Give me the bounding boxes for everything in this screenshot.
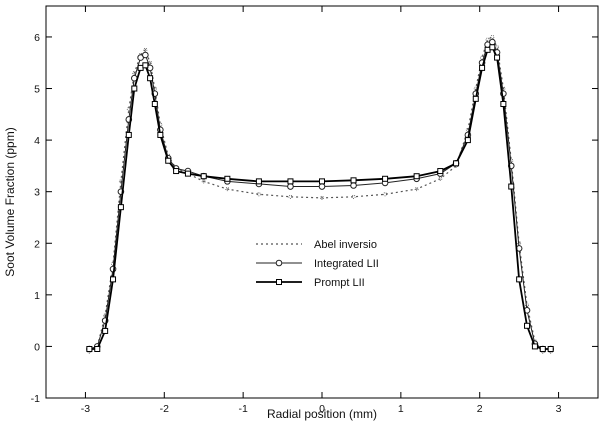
data-point [288,194,293,199]
data-point [350,182,357,189]
data-point [500,101,507,107]
series-line [89,41,551,350]
data-point [414,187,419,192]
data-point [319,178,325,185]
data-point [319,195,324,200]
y-tick-label: 5 [34,84,40,96]
data-point [86,346,93,352]
y-tick-label: 1 [34,290,40,302]
data-point [508,183,515,190]
data-point [383,192,388,197]
data-point [224,175,231,182]
data-point [200,173,207,180]
data-point [152,86,157,91]
x-tick-label: 0 [319,403,325,415]
data-point [184,170,191,177]
data-point [479,64,486,71]
data-point [142,51,149,59]
data-point [102,327,109,334]
data-point [173,168,180,175]
data-point [131,85,138,92]
data-point [547,346,554,352]
data-point [225,187,230,192]
data-point [485,37,490,42]
data-point [350,177,357,184]
data-point [201,179,206,184]
data-point [110,276,117,283]
data-point [489,38,496,46]
y-tick-label: 4 [34,135,40,147]
data-point [489,44,496,51]
data-point [490,34,495,39]
data-point [472,95,479,102]
legend: Abel inversio Integrated LII Prompt LII [256,239,379,289]
data-point [318,183,326,190]
x-axis-label: Radial position (mm) [267,407,377,421]
data-point [165,157,172,164]
data-point [516,276,523,283]
x-tick-label: -2 [160,403,169,415]
legend-label: Abel inversio [314,239,377,251]
series-square [86,44,554,352]
data-point [437,168,444,175]
data-point [287,183,294,190]
data-point [151,101,158,107]
series-dotted [87,34,553,354]
y-axis-ticks: -1 0 1 2 3 4 5 6 [31,32,598,405]
data-point [125,131,132,138]
x-tick-label: 2 [477,403,483,415]
data-point [494,54,501,61]
data-point [531,343,538,350]
data-point [157,131,164,138]
data-point [117,204,124,211]
series-line [89,36,551,353]
series-line [89,46,551,350]
y-tick-label: -1 [31,393,40,405]
data-point [351,194,356,199]
x-tick-label: 1 [398,403,404,415]
data-point [453,160,460,167]
data-point [464,137,471,144]
data-point [256,192,261,197]
data-point [438,176,443,181]
data-point [142,62,149,69]
series-layer [86,34,554,354]
y-tick-label: 2 [34,238,40,250]
data-point [147,75,154,82]
x-tick-label: 3 [556,403,562,415]
data-point [94,346,101,352]
data-point [255,178,262,185]
x-tick-label: -3 [81,403,90,415]
series-circle [86,38,554,353]
data-point [143,47,148,52]
y-axis-label: Soot Volume Fraction (ppm) [3,127,17,276]
y-tick-label: 6 [34,32,40,44]
data-point [495,45,500,50]
y-tick-label: 0 [34,341,40,353]
x-axis-ticks: -3 -2 -1 0 1 2 3 [81,6,562,415]
legend-label: Integrated LII [314,258,379,270]
legend-marker [276,279,282,285]
legend-marker [275,259,283,267]
data-point [539,346,546,352]
data-point [382,175,389,182]
data-point [287,178,294,185]
x-tick-label: -1 [238,403,247,415]
data-point [524,322,531,329]
y-tick-label: 3 [34,187,40,199]
data-point [413,173,420,180]
legend-label: Prompt LII [314,277,365,289]
